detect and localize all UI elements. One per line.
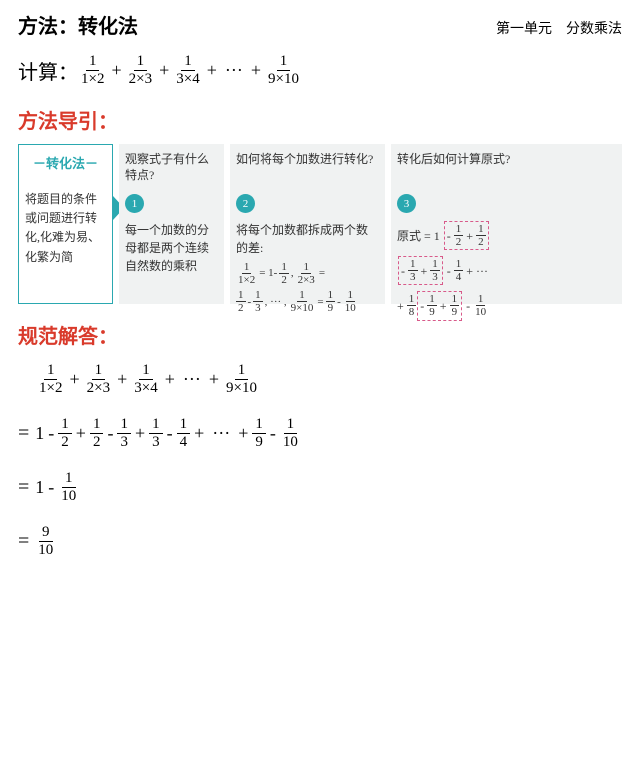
final-num: 9 xyxy=(39,524,53,542)
term-num: 1 xyxy=(86,53,100,71)
step-question: 如何将每个加数进行转化? xyxy=(236,152,379,190)
method-title: 方法：转化法 xyxy=(18,10,138,39)
step-content: 每一个加数的分母都是两个连续自然数的乘积 xyxy=(125,221,218,275)
problem-expression: 计算： 11×2 + 12×3 + 13×4 + ··· + 19×10 xyxy=(18,53,622,87)
ellipsis: ··· xyxy=(225,60,243,81)
term-den: 1×2 xyxy=(78,71,107,88)
term-num: 1 xyxy=(277,53,291,71)
plus-op: + xyxy=(251,60,261,81)
term-num: 1 xyxy=(134,53,148,71)
solution-title: 规范解答： xyxy=(18,320,622,349)
guide-container: －转化法－ 将题目的条件或问题进行转化,化难为易、化繁为简 观察式子有什么特点?… xyxy=(18,144,622,304)
solution-line3: 1 - 110 xyxy=(35,470,79,504)
solution-line1: 11×2 + 12×3 + 13×4 + ··· + 19×10 xyxy=(36,362,260,396)
term-den: 9×10 xyxy=(265,71,302,88)
solution-line2: 1 - 12 + 12 - 13 + 13 - 14 + ··· + 19 - … xyxy=(35,416,301,450)
step-badge: 1 xyxy=(125,194,144,213)
equals-sign: = xyxy=(18,422,29,445)
step-content: 原式 = 1 - 12 + 12 - 13 + 13 - 14 + ··· + … xyxy=(397,221,616,321)
ellipsis: ··· xyxy=(183,369,201,390)
equals-sign: = xyxy=(18,530,29,553)
step-badge: 3 xyxy=(397,194,416,213)
unit-info: 第一单元 分数乘法 xyxy=(496,18,622,38)
plus-op: + xyxy=(159,60,169,81)
cancel-group: - 19 + 19 xyxy=(417,291,462,320)
ellipsis: ··· xyxy=(212,423,230,444)
term-den: 3×4 xyxy=(173,71,202,88)
plus-op: + xyxy=(111,60,121,81)
unit-label: 第一单元 xyxy=(496,22,552,37)
solution-area: 11×2 + 12×3 + 13×4 + ··· + 19×10 = 1 - 1… xyxy=(18,359,622,561)
equals-sign: = xyxy=(18,476,29,499)
step-intro: 将每个加数都拆成两个数的差: xyxy=(236,221,379,257)
step-3: 转化后如何计算原式? 3 原式 = 1 - 12 + 12 - 13 + 13 … xyxy=(391,144,622,304)
cancel-group: - 13 + 13 xyxy=(398,256,443,285)
one: 1 xyxy=(35,423,44,444)
step-badge: 2 xyxy=(236,194,255,213)
topic-label: 分数乘法 xyxy=(566,22,622,37)
term-num: 1 xyxy=(181,53,195,71)
one: 1 xyxy=(35,477,44,498)
step-2: 如何将每个加数进行转化? 2 将每个加数都拆成两个数的差: 11×2 = 1- … xyxy=(230,144,385,304)
step-question: 转化后如何计算原式? xyxy=(397,152,616,190)
plus-op: + xyxy=(207,60,217,81)
step-1: 观察式子有什么特点? 1 每一个加数的分母都是两个连续自然数的乘积 xyxy=(119,144,224,304)
method-box-title: －转化法－ xyxy=(25,153,106,172)
term-den: 2×3 xyxy=(126,71,155,88)
solution-line4: 910 xyxy=(35,524,56,558)
method-box: －转化法－ 将题目的条件或问题进行转化,化难为易、化繁为简 xyxy=(18,144,113,304)
step-question: 观察式子有什么特点? xyxy=(125,152,218,190)
final-den: 10 xyxy=(35,542,56,559)
guide-title: 方法导引： xyxy=(18,105,622,134)
step-content: 将每个加数都拆成两个数的差: 11×2 = 1- 12 , 12×3 = 12 … xyxy=(236,221,379,314)
cancel-group: - 12 + 12 xyxy=(444,221,489,250)
step3-prefix: 原式 xyxy=(397,227,421,245)
calc-label: 计算： xyxy=(18,56,78,85)
method-box-desc: 将题目的条件或问题进行转化,化难为易、化繁为简 xyxy=(25,190,106,267)
